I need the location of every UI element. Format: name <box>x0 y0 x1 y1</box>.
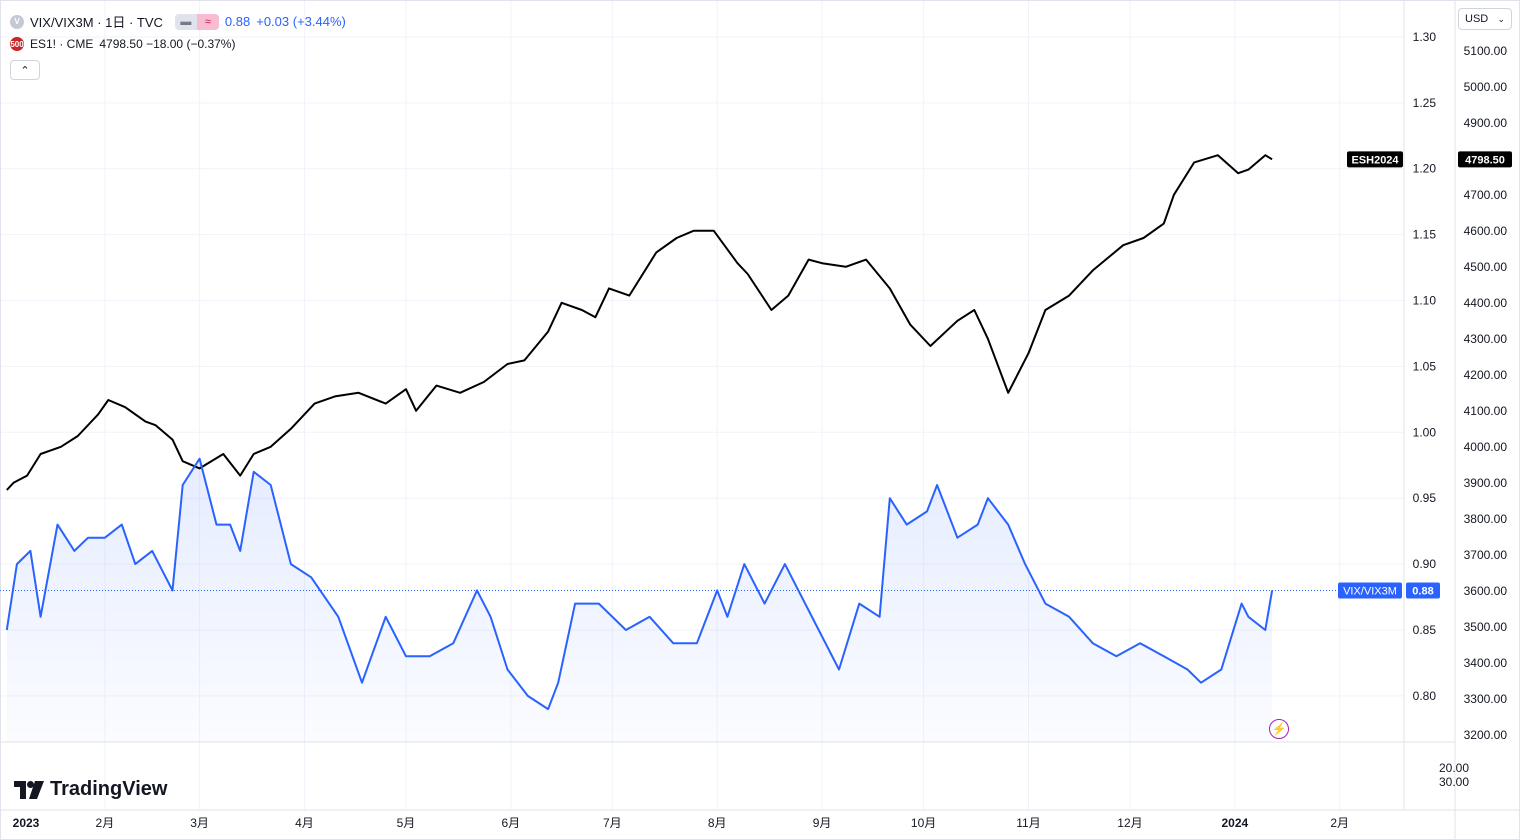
time-tick-label: 2月 <box>96 816 115 830</box>
ratio-name-tag-label: VIX/VIX3M <box>1343 585 1397 597</box>
time-tick-label: 6月 <box>502 816 521 830</box>
currency-dropdown[interactable]: USD ⌄ <box>1458 8 1512 30</box>
time-tick-label: 5月 <box>397 816 416 830</box>
price-tags: ESH2024 4798.50 VIX/VIX3M 0.88 <box>0 151 1512 599</box>
main-series-change: +0.03 (+3.44%) <box>256 14 346 29</box>
ratio-name-tag <box>1338 582 1402 599</box>
hide-series-icon[interactable]: ▬ <box>174 13 197 30</box>
es-name-tag-label: ESH2024 <box>1351 154 1399 166</box>
es-tick-label: 5000.00 <box>1464 80 1508 94</box>
tradingview-logo-icon <box>14 780 44 799</box>
es-tick-label: 4000.00 <box>1464 440 1508 454</box>
ratio-tick-label: 0.90 <box>1413 557 1437 571</box>
ratio-tick-label: 1.00 <box>1413 425 1437 439</box>
es-tick-label: 4400.00 <box>1464 296 1508 310</box>
time-tick-label: 2023 <box>13 816 40 830</box>
es-tick-label: 3700.00 <box>1464 548 1508 562</box>
es-tick-label: 4600.00 <box>1464 224 1508 238</box>
time-tick-label: 2024 <box>1221 816 1248 830</box>
time-tick-label: 2月 <box>1330 816 1349 830</box>
es-tick-label: 4300.00 <box>1464 332 1508 346</box>
main-series-last: 0.88 <box>224 14 251 29</box>
es-tick-label: 3300.00 <box>1464 692 1508 706</box>
main-series-title: VIX/VIX3M · 1日 · TVC <box>30 15 163 30</box>
ratio-tick-label: 1.20 <box>1413 162 1437 176</box>
currency-label: USD <box>1465 13 1489 25</box>
secondary-series-values: 4798.50 −18.00 (−0.37%) <box>99 37 236 51</box>
series-layer <box>5 154 1274 711</box>
ratio-tick-label: 1.30 <box>1413 30 1437 44</box>
chevron-down-icon: ⌄ <box>1497 13 1505 24</box>
ratio-tick-label: 0.95 <box>1413 491 1437 505</box>
main-series-legend[interactable]: V VIX/VIX3M · 1日 · TVC ▬ ≈ 0.88 +0.03 (+… <box>10 12 346 31</box>
chevron-up-icon: ⌃ <box>20 64 30 77</box>
es-tick-label: 3200.00 <box>1464 728 1508 742</box>
es-tick-label: 3900.00 <box>1464 476 1508 490</box>
vix-symbol-icon: V <box>10 14 24 29</box>
ratio-area-shape <box>6 458 1273 742</box>
alert-button[interactable]: ⚡ <box>1269 719 1289 739</box>
time-tick-label: 7月 <box>603 816 622 830</box>
es-tick-label: 3400.00 <box>1464 656 1508 670</box>
es-tick-label: 4200.00 <box>1464 368 1508 382</box>
es-price-axis[interactable]: 5200.005100.005000.004900.004800.004700.… <box>1464 8 1508 742</box>
ratio-area-fill <box>6 458 1273 742</box>
time-tick-label: 8月 <box>708 816 727 830</box>
series-toggle-pill[interactable]: ▬ ≈ <box>174 13 219 30</box>
ratio-tick-label: 1.15 <box>1413 228 1437 242</box>
time-tick-label: 3月 <box>190 816 209 830</box>
time-axis[interactable]: 2023 2月 3月 4月 5月 6月 7月 8月 9月 10月 11月 12月 2024 2月 <box>13 816 1349 830</box>
ratio-tick-label: 1.25 <box>1413 96 1437 110</box>
es-tick-label: 3500.00 <box>1464 620 1508 634</box>
tradingview-logo[interactable]: TradingView <box>14 778 167 801</box>
ratio-tick-label: 0.80 <box>1413 689 1437 703</box>
time-tick-label: 11月 <box>1016 816 1040 830</box>
es-tick-label: 4500.00 <box>1464 260 1508 274</box>
es-series-line[interactable] <box>6 154 1273 491</box>
time-tick-label: 4月 <box>295 816 314 830</box>
es-value-tag <box>1458 151 1512 168</box>
time-tick-label: 10月 <box>911 816 936 830</box>
ratio-value-tag-label: 0.88 <box>1412 585 1433 597</box>
es-tick-label: 4100.00 <box>1464 404 1508 418</box>
secondary-series-title: ES1! · CME <box>30 37 94 51</box>
ratio-tick-label: 1.10 <box>1413 294 1437 308</box>
legend-collapse-button[interactable]: ⌃ <box>10 60 40 80</box>
ratio-series-line[interactable] <box>5 457 1274 711</box>
es-value-tag-label: 4798.50 <box>1465 154 1505 166</box>
lightning-icon: ⚡ <box>1271 722 1287 736</box>
lower-pane-tick-label: 30.00 <box>1439 775 1469 789</box>
ratio-axis[interactable]: 1.30 1.25 1.20 1.15 1.10 1.05 1.00 0.95 0.90 0.85… <box>1413 30 1437 703</box>
secondary-series-legend[interactable]: 500 ES1! · CME 4798.50 −18.00 (−0.37%) <box>10 37 235 51</box>
es-tick-label: 3800.00 <box>1464 512 1508 526</box>
compare-mode-icon[interactable]: ≈ <box>196 13 219 30</box>
lower-pane-tick-label: 20.00 <box>1439 761 1469 775</box>
es-symbol-icon: 500 <box>10 37 24 51</box>
es-tick-label: 4900.00 <box>1464 116 1508 130</box>
ratio-tick-label: 0.85 <box>1413 623 1437 637</box>
es-tick-label: 4700.00 <box>1464 188 1508 202</box>
brand-name: TradingView <box>50 778 168 800</box>
es-tick-label: 5100.00 <box>1464 44 1508 58</box>
time-tick-label: 12月 <box>1117 816 1142 830</box>
time-tick-label: 9月 <box>813 816 832 830</box>
es-name-tag <box>1347 151 1403 168</box>
es-tick-label: 3600.00 <box>1464 584 1508 598</box>
ratio-value-tag <box>1406 582 1440 599</box>
ratio-tick-label: 1.05 <box>1413 359 1437 373</box>
